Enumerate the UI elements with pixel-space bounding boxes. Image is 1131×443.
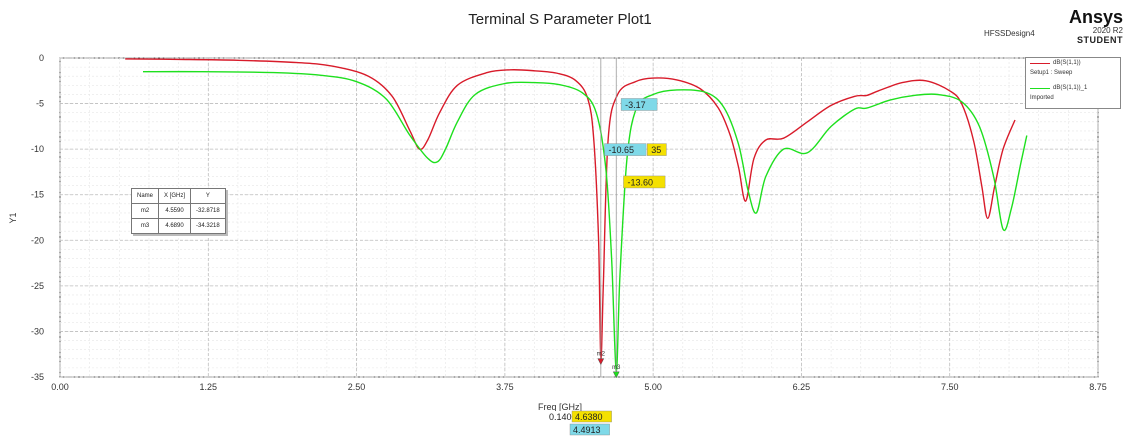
- x-tick-label: 2.50: [348, 382, 366, 392]
- value-flag: [647, 143, 667, 156]
- marker-lines: m2 m3: [597, 58, 621, 379]
- value-flag-text: -13.60: [627, 177, 653, 187]
- x-readout: [569, 423, 610, 436]
- legend-series-name: dB(S(1,1))_1: [1053, 85, 1088, 91]
- marker-label: m2: [597, 352, 606, 358]
- marker-y: -34.3218: [190, 218, 226, 234]
- legend-entry[interactable]: dB(S(1,1)) Setup1 : Sweep: [1026, 58, 1120, 83]
- y-tick-label: -25: [31, 281, 44, 291]
- x-tick-label: 1.25: [200, 382, 218, 392]
- marker-x: 4.5590: [158, 203, 192, 219]
- x-tick-label: 7.50: [941, 382, 959, 392]
- x-tick-label: 5.00: [644, 382, 662, 392]
- design-name: HFSSDesign4: [984, 29, 1035, 38]
- value-flag: [604, 143, 647, 156]
- column-header: Name: [130, 188, 160, 204]
- marker-label: m3: [612, 365, 621, 371]
- x-axis-label: Freq [GHz]: [538, 402, 582, 412]
- brand-edition: STUDENT: [1077, 35, 1123, 45]
- marker-name: m2: [130, 203, 160, 219]
- y-tick-label: -20: [31, 235, 44, 245]
- value-flags: -3.17 -10.65 35 -13.60: [604, 98, 667, 189]
- value-flag-text: -10.65: [609, 145, 635, 155]
- x-readout-text: 0.1400: [549, 412, 577, 422]
- legend-series-source: Imported: [1030, 95, 1054, 101]
- chart-legend[interactable]: dB(S(1,1)) Setup1 : Sweep dB(S(1,1))_1 I…: [1025, 57, 1121, 109]
- marker-name: m3: [130, 218, 160, 234]
- table-row: m2 4.5590 -32.8718: [130, 203, 226, 219]
- legend-series-name: dB(S(1,1)): [1053, 60, 1081, 66]
- chart-title: Terminal S Parameter Plot1: [468, 11, 651, 28]
- legend-series-source: Setup1 : Sweep: [1030, 70, 1073, 76]
- plot-area: [59, 57, 1099, 378]
- y-tick-label: -35: [31, 372, 44, 382]
- value-flag: [623, 175, 666, 189]
- x-tick-label: 0.00: [51, 382, 69, 392]
- x-readout: [546, 411, 586, 422]
- series-line: [125, 58, 1016, 360]
- value-flag-text: 35: [651, 145, 661, 155]
- y-tick-label: 0: [39, 53, 44, 63]
- y-tick-label: -15: [31, 190, 44, 200]
- column-header: X [GHz]: [158, 188, 192, 204]
- brand-version: 2020 R2: [1092, 26, 1123, 35]
- marker-x: 4.6890: [158, 218, 192, 234]
- value-flag: [620, 98, 658, 111]
- column-header: Y: [190, 188, 226, 204]
- y-tick-label: -10: [31, 144, 44, 154]
- marker-arrow: [597, 358, 605, 366]
- legend-swatch: [1030, 88, 1050, 89]
- brand-name: Ansys: [1068, 7, 1123, 27]
- marker-table[interactable]: Name X [GHz] Y m2 4.5590 -32.8718 m3 4.6…: [130, 188, 226, 234]
- value-flag-text: -3.17: [625, 100, 646, 110]
- x-readout-text: 4.4913: [573, 425, 601, 435]
- tick-labels: 0.00 1.25 2.50 3.75 5.00 6.25 7.50 8.75 0 -5 -10 -1…: [31, 53, 1107, 392]
- x-tick-label: 6.25: [793, 382, 811, 392]
- y-tick-label: -30: [31, 326, 44, 336]
- marker-table-header: Name X [GHz] Y: [130, 188, 226, 204]
- marker-arrow: [612, 371, 620, 379]
- legend-entry[interactable]: dB(S(1,1))_1 Imported: [1026, 83, 1120, 108]
- y-tick-label: -5: [36, 99, 44, 109]
- x-readout: [571, 410, 612, 423]
- table-row: m3 4.6890 -34.3218: [130, 218, 226, 234]
- x-tick-label: 8.75: [1089, 382, 1107, 392]
- y-axis-label: Y1: [8, 212, 18, 223]
- marker-y: -32.8718: [190, 203, 226, 219]
- x-readout-text: 4.6380: [575, 412, 603, 422]
- brand-block: Ansys 2020 R2 STUDENT: [1069, 8, 1123, 45]
- legend-swatch: [1030, 63, 1050, 64]
- x-tick-label: 3.75: [496, 382, 514, 392]
- grid-lines: [59, 57, 1099, 378]
